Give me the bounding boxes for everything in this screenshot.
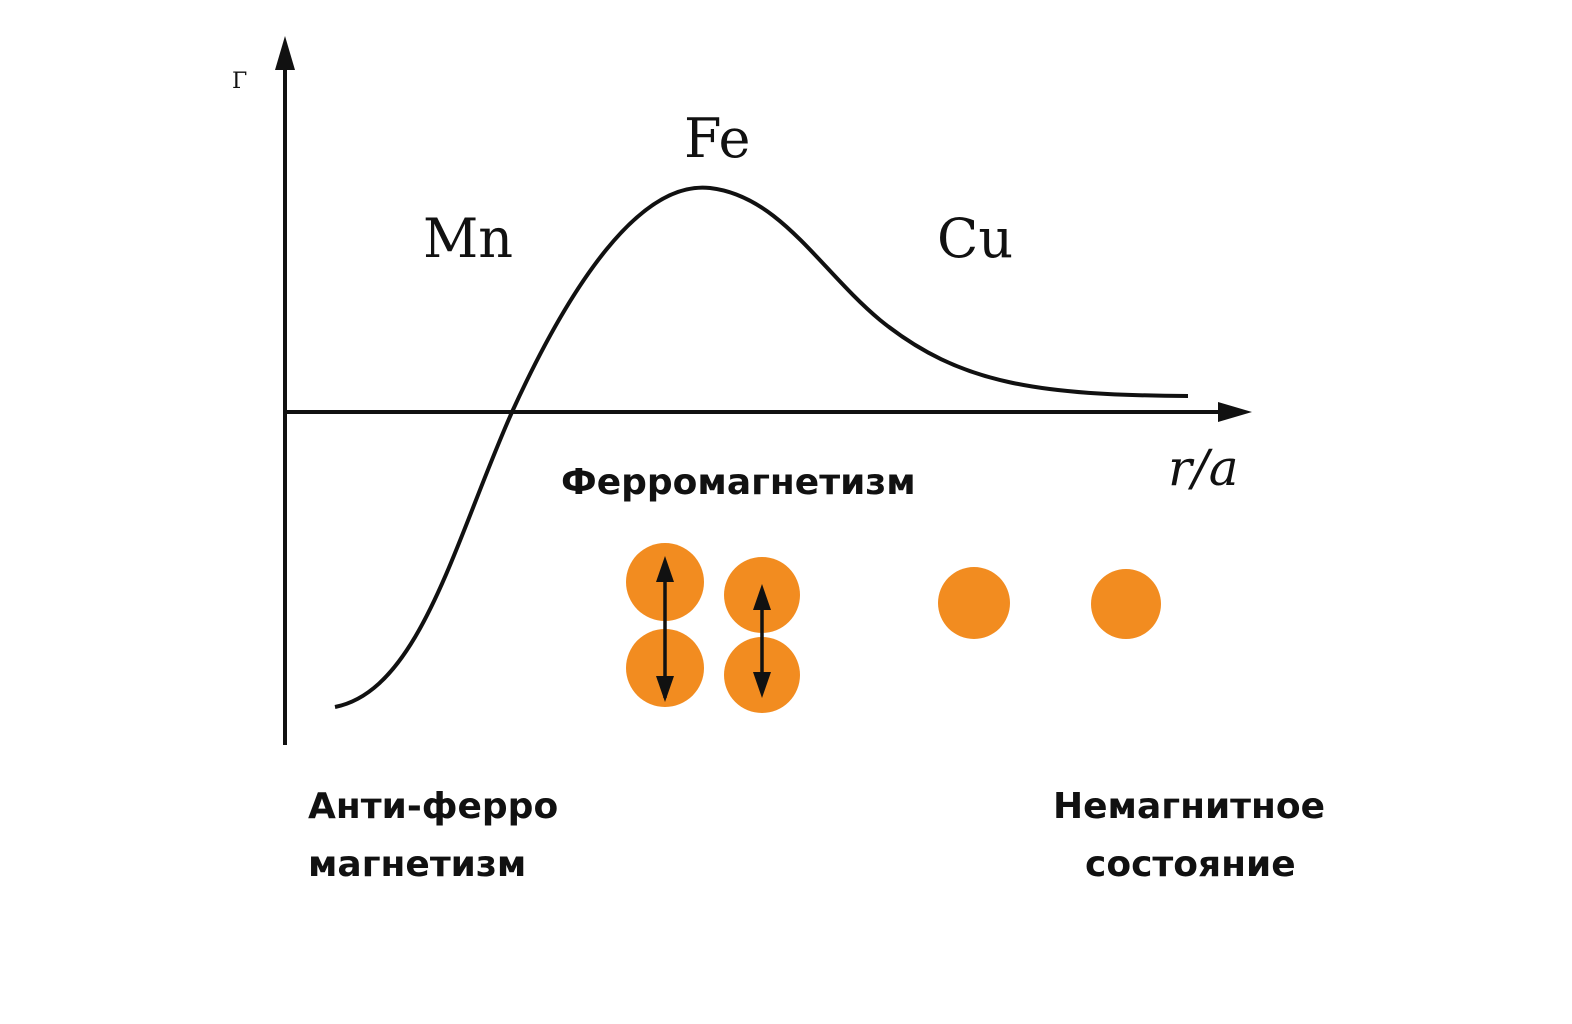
atom-pair-left — [626, 543, 704, 707]
spin-arrow-up-head — [656, 556, 674, 582]
x-axis-label: r/a — [1168, 439, 1239, 497]
x-axis-arrow — [1218, 402, 1252, 422]
spin-arrow-up-head — [753, 584, 771, 610]
atom-circle-nonmagnetic — [938, 567, 1010, 639]
y-axis-label: Γ — [232, 69, 247, 94]
element-label-mn: Mn — [423, 207, 513, 270]
element-label-cu: Cu — [937, 207, 1013, 270]
ferromagnetism-label: Ферромагнетизм — [561, 462, 916, 503]
exchange-curve — [334, 185, 1189, 709]
nonmagnetic-label-line1: Немагнитное — [1053, 786, 1325, 827]
atom-pair-right — [724, 557, 800, 713]
atom-circle-nonmagnetic — [1091, 569, 1161, 639]
antiferromagnetism-label-line2: магнетизм — [308, 844, 526, 885]
nonmagnetic-label-line2: состояние — [1085, 844, 1296, 885]
spin-arrow-down-head — [753, 672, 771, 698]
element-label-fe: Fe — [684, 107, 750, 170]
antiferromagnetism-label-line1: Анти-ферро — [308, 786, 558, 827]
spin-arrow-down-head — [656, 676, 674, 702]
y-axis-arrow — [275, 36, 295, 70]
